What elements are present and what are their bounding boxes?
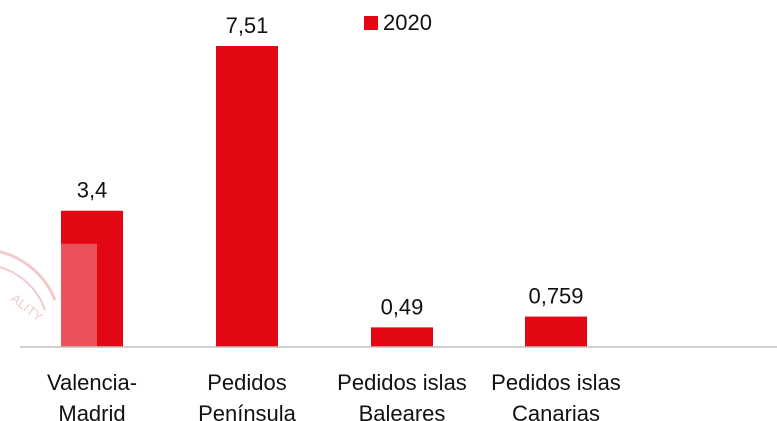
bars-group: 3,4 7,51 0,49 0,759 xyxy=(61,13,587,347)
x-tick-labels: Valencia- Madrid Pedidos Península Pedidos i… xyxy=(47,370,621,421)
data-label-3: 0,49 xyxy=(381,294,424,319)
legend-label: 2020 xyxy=(383,10,432,35)
x-tick-label-3-line-1: Pedidos islas xyxy=(337,370,467,395)
x-tick-label-4-line-2: Canarias xyxy=(512,401,600,421)
x-tick-label-1-line-1: Valencia- xyxy=(47,370,137,395)
x-tick-label-2-line-1: Pedidos xyxy=(207,370,287,395)
svg-text:ALITY: ALITY xyxy=(8,291,46,325)
bar-2 xyxy=(216,46,278,347)
stamp-overlay xyxy=(61,243,97,347)
bar-4 xyxy=(525,316,587,347)
legend: 2020 xyxy=(364,10,432,35)
data-label-2: 7,51 xyxy=(226,13,269,38)
legend-swatch xyxy=(364,16,378,30)
x-tick-label-3-line-2: Baleares xyxy=(359,401,446,421)
x-tick-label-2-line-2: Península xyxy=(198,401,297,421)
bar-1 xyxy=(61,210,123,347)
data-label-1: 3,4 xyxy=(77,178,108,203)
x-tick-label-1-line-2: Madrid xyxy=(58,401,125,421)
data-label-4: 0,759 xyxy=(528,284,583,309)
bar-3 xyxy=(371,327,433,347)
stamp-watermark: ALITY xyxy=(0,250,57,325)
x-tick-label-4-line-1: Pedidos islas xyxy=(491,370,621,395)
